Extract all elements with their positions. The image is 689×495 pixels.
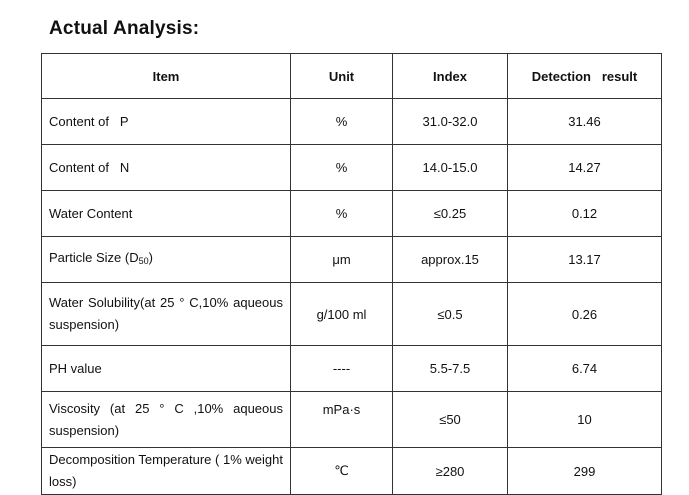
row-index: approx.15 (392, 236, 508, 283)
row-unit: % (290, 144, 393, 191)
row-unit: μm (290, 236, 393, 283)
row-result: 299 (507, 447, 662, 495)
table-row: Water Content % ≤0.25 0.12 (41, 190, 662, 237)
row-item: PH value (41, 345, 291, 392)
row-index: 14.0-15.0 (392, 144, 508, 191)
row-unit: % (290, 98, 393, 145)
table-row: Decomposition Temperature ( 1% weight lo… (41, 447, 662, 495)
row-unit: ---- (290, 345, 393, 392)
row-result: 6.74 (507, 345, 662, 392)
row-index: 5.5-7.5 (392, 345, 508, 392)
table-row: Particle Size (D50) μm approx.15 13.17 (41, 236, 662, 283)
item-text-suffix: ) (148, 250, 153, 265)
page-title: Actual Analysis: (49, 18, 200, 39)
row-item: Water Content (41, 190, 291, 237)
table-row: Content of N % 14.0-15.0 14.27 (41, 144, 662, 191)
row-index: 31.0-32.0 (392, 98, 508, 145)
row-unit: ℃ (290, 447, 393, 495)
table-row: Water Solubility(at 25 ° C,10% aqueous s… (41, 282, 662, 346)
item-text: Particle Size (D (49, 250, 139, 265)
row-result: 13.17 (507, 236, 662, 283)
row-result: 31.46 (507, 98, 662, 145)
row-index: ≤0.25 (392, 190, 508, 237)
row-index: ≤50 (392, 391, 508, 448)
header-detection-result: Detection result (507, 53, 662, 99)
row-item: Content of N (41, 144, 291, 191)
row-item: Content of P (41, 98, 291, 145)
table-row: Content of P % 31.0-32.0 31.46 (41, 98, 662, 145)
header-unit: Unit (290, 53, 393, 99)
table-row: Viscosity (at 25 ° C ,10% aqueous suspen… (41, 391, 662, 448)
analysis-table: Item Unit Index Detection result Content… (41, 53, 662, 495)
row-result: 0.26 (507, 282, 662, 346)
header-index: Index (392, 53, 508, 99)
row-result: 0.12 (507, 190, 662, 237)
row-item: Water Solubility(at 25 ° C,10% aqueous s… (41, 282, 291, 346)
row-unit: mPa·s (290, 391, 393, 448)
row-index: ≥280 (392, 447, 508, 495)
row-result: 10 (507, 391, 662, 448)
row-item: Particle Size (D50) (41, 236, 291, 283)
header-item: Item (41, 53, 291, 99)
row-unit: g/100 ml (290, 282, 393, 346)
table-row: PH value ---- 5.5-7.5 6.74 (41, 345, 662, 392)
row-unit: % (290, 190, 393, 237)
row-item: Viscosity (at 25 ° C ,10% aqueous suspen… (41, 391, 291, 448)
item-subscript: 50 (138, 256, 149, 266)
row-item: Decomposition Temperature ( 1% weight lo… (41, 447, 291, 495)
row-result: 14.27 (507, 144, 662, 191)
row-index: ≤0.5 (392, 282, 508, 346)
table-header-row: Item Unit Index Detection result (41, 53, 662, 99)
